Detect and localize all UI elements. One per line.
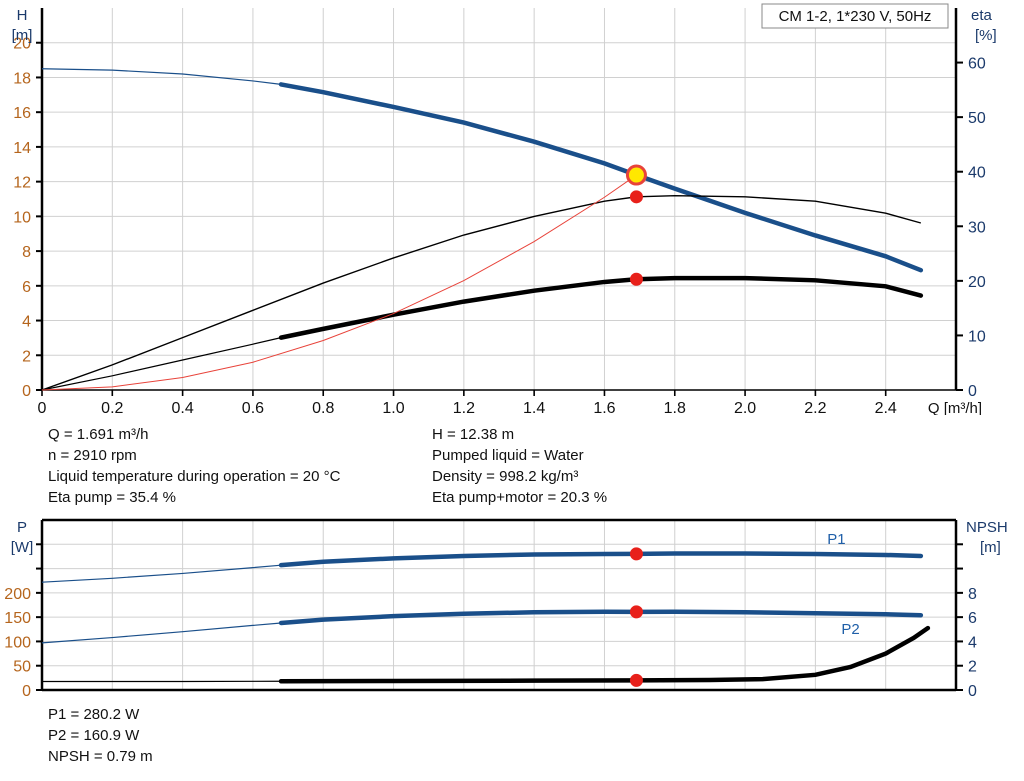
marker-duty-point bbox=[625, 164, 647, 186]
tick-label-left-6: 6 bbox=[22, 279, 31, 296]
tick-label-right-30: 30 bbox=[968, 219, 986, 236]
tick-label-left-4: 4 bbox=[22, 314, 31, 331]
curve-label-P2: P2 bbox=[841, 621, 859, 638]
marker-eta-pump-motor-point bbox=[629, 272, 643, 286]
curve-P1-thick bbox=[278, 551, 924, 568]
tick-label-left-200: 200 bbox=[4, 586, 31, 603]
info-left-line-1: n = 2910 rpm bbox=[48, 447, 137, 464]
tick-label-x-2.0: 2.0 bbox=[734, 400, 756, 415]
tick-label-x-2.2: 2.2 bbox=[804, 400, 826, 415]
tick-label-x-0.4: 0.4 bbox=[171, 400, 193, 415]
tick-label-x-0.2: 0.2 bbox=[101, 400, 123, 415]
tick-label-left-12: 12 bbox=[13, 175, 31, 192]
info-right-line-2: Density = 998.2 kg/m³ bbox=[432, 468, 579, 485]
title-box-label: CM 1-2, 1*230 V, 50Hz bbox=[779, 8, 932, 25]
marker-eta-pump-point bbox=[629, 190, 643, 204]
tick-label-right-50: 50 bbox=[968, 110, 986, 127]
info-left-line-2: Liquid temperature during operation = 20… bbox=[48, 468, 341, 485]
tick-label-right-10: 10 bbox=[968, 328, 986, 345]
info-right-line-3: Eta pump+motor = 20.3 % bbox=[432, 489, 608, 506]
tick-label-left-2: 2 bbox=[22, 348, 31, 365]
tick-label-right-6: 6 bbox=[968, 610, 977, 627]
tick-label-x-1.4: 1.4 bbox=[523, 400, 545, 415]
curve-P1-thin bbox=[41, 564, 282, 583]
info-left-line-0: Q = 1.691 m³/h bbox=[48, 426, 149, 443]
y-axis-title-left: H bbox=[17, 7, 28, 24]
tick-label-x-0: 0 bbox=[38, 400, 47, 415]
tick-label-left-150: 150 bbox=[4, 610, 31, 627]
curve-NPSH-thick bbox=[278, 625, 931, 684]
tick-label-right-4: 4 bbox=[968, 634, 977, 651]
power-npsh-chart: 0 50 100 150 200 0 2 4 6 8 P [W] NPSH [m] P1 P2 bbox=[4, 518, 1008, 700]
y-axis-unit-right: [%] bbox=[975, 27, 997, 44]
tick-label-x-1.0: 1.0 bbox=[382, 400, 404, 415]
curve-eta pump bbox=[41, 195, 922, 391]
info-bottom-line-0: P1 = 280.2 W bbox=[48, 706, 140, 723]
y-axis-title-right: NPSH bbox=[966, 519, 1008, 536]
marker-p2-duty-point bbox=[629, 605, 643, 619]
info-right-line-1: Pumped liquid = Water bbox=[432, 447, 584, 464]
tick-label-x-1.6: 1.6 bbox=[593, 400, 615, 415]
tick-label-right-0: 0 bbox=[968, 683, 977, 700]
tick-label-x-0.6: 0.6 bbox=[242, 400, 264, 415]
info-left-line-3: Eta pump = 35.4 % bbox=[48, 489, 176, 506]
marker-npsh-duty-point bbox=[629, 673, 643, 687]
y-axis-unit-right: [m] bbox=[980, 539, 1001, 556]
y-axis-unit-left: [W] bbox=[11, 539, 34, 556]
tick-label-x-1.2: 1.2 bbox=[453, 400, 475, 415]
tick-label-left-50: 50 bbox=[13, 659, 31, 676]
curve-system-curve bbox=[41, 174, 637, 391]
tick-label-left-20: 20 bbox=[13, 36, 31, 53]
y-axis-unit-left: [m] bbox=[12, 27, 33, 44]
curve-eta pump+motor-thick bbox=[278, 275, 924, 340]
curve-P2-thick bbox=[278, 609, 924, 626]
tick-label-x-1.8: 1.8 bbox=[664, 400, 686, 415]
y-axis-title-left: P bbox=[17, 519, 27, 536]
tick-label-right-60: 60 bbox=[968, 56, 986, 73]
tick-label-left-0: 0 bbox=[22, 683, 31, 700]
title-box-frame bbox=[761, 3, 949, 29]
tick-label-right-20: 20 bbox=[968, 274, 986, 291]
info-block-left: Q = 1.691 m³/h n = 2910 rpm Liquid tempera… bbox=[48, 424, 340, 508]
info-right-line-0: H = 12.38 m bbox=[432, 426, 515, 443]
tick-label-x-2.4: 2.4 bbox=[875, 400, 897, 415]
info-bottom-line-1: P2 = 160.9 W bbox=[48, 727, 140, 744]
curve-H-thin bbox=[41, 68, 282, 85]
info-block-right: H = 12.38 m Pumped liquid = Water Density … bbox=[432, 424, 607, 508]
marker-p1-duty-point bbox=[629, 547, 643, 561]
x-axis-title: Q [m³/h] bbox=[928, 400, 982, 415]
tick-label-x-0.8: 0.8 bbox=[312, 400, 334, 415]
tick-label-right-40: 40 bbox=[968, 165, 986, 182]
tick-label-left-14: 14 bbox=[13, 140, 31, 157]
info-bottom-line-2: NPSH = 0.79 m bbox=[48, 748, 153, 765]
tick-label-right-0: 0 bbox=[968, 383, 977, 400]
y-axis-title-right: eta bbox=[971, 7, 993, 24]
tick-label-left-18: 18 bbox=[13, 70, 31, 87]
tick-label-left-8: 8 bbox=[22, 244, 31, 261]
tick-label-left-0: 0 bbox=[22, 383, 31, 400]
tick-label-left-16: 16 bbox=[13, 105, 31, 122]
curve-eta pump+motor-thin bbox=[41, 337, 282, 391]
head-efficiency-chart: 0 2 4 6 8 10 12 14 16 18 20 0 10 20 30 40 50 60 0 0.2 0.4 0.6… bbox=[12, 3, 997, 415]
title-box: CM 1-2, 1*230 V, 50Hz bbox=[761, 3, 949, 29]
curve-H-thick bbox=[278, 82, 924, 273]
tick-label-right-2: 2 bbox=[968, 659, 977, 676]
info-block-bottom: P1 = 280.2 W P2 = 160.9 W NPSH = 0.79 m bbox=[48, 704, 153, 767]
tick-label-left-100: 100 bbox=[4, 634, 31, 651]
tick-label-left-10: 10 bbox=[13, 209, 31, 226]
curve-P2-thin bbox=[41, 622, 282, 644]
curve-label-P1: P1 bbox=[827, 531, 845, 548]
tick-label-right-8: 8 bbox=[968, 586, 977, 603]
